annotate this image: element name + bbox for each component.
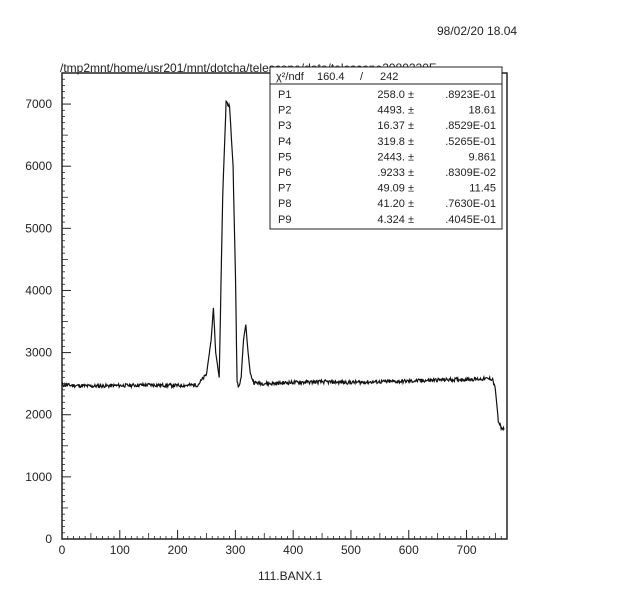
chi2-label: χ²/ndf (276, 71, 305, 83)
param-name: P2 (278, 105, 291, 117)
param-name: P8 (278, 198, 291, 210)
ndf-value: 242 (380, 71, 398, 83)
x-tick-label: 200 (168, 543, 188, 557)
param-rows: P1 258.0 ± .8923E-01 P2 4493. ± 18.61 P3 16.37 … (278, 89, 496, 226)
param-error: .8529E-01 (445, 120, 496, 132)
param-name: P5 (278, 151, 291, 163)
param-value: 41.20 ± (377, 198, 414, 210)
param-error: 18.61 (468, 105, 496, 117)
x-tick-label: 700 (457, 543, 477, 557)
param-value: 4.324 ± (377, 214, 414, 226)
param-error: 9.861 (468, 151, 496, 163)
param-error: .8923E-01 (445, 89, 496, 101)
param-row: P5 2443. ± 9.861 (278, 151, 496, 163)
chi2-separator: / (360, 71, 364, 83)
y-tick-label: 2000 (25, 408, 52, 422)
x-tick-label: 500 (341, 543, 361, 557)
chi2-value: 160.4 (317, 71, 345, 83)
param-error: .4045E-01 (445, 214, 496, 226)
param-name: P7 (278, 183, 291, 195)
x-tick-label: 0 (59, 543, 66, 557)
param-name: P3 (278, 120, 291, 132)
param-error: .5265E-01 (445, 136, 496, 148)
y-tick-labels: 0 1000 2000 3000 4000 5000 6000 7000 (25, 97, 52, 546)
param-name: P4 (278, 136, 291, 148)
param-row: P2 4493. ± 18.61 (278, 105, 496, 117)
param-value: 4493. ± (377, 105, 414, 117)
y-tick-label: 0 (45, 532, 52, 546)
y-tick-label: 5000 (25, 221, 52, 235)
param-value: 16.37 ± (377, 120, 414, 132)
param-value: 319.8 ± (377, 136, 414, 148)
param-row: P9 4.324 ± .4045E-01 (278, 214, 496, 226)
param-row: P8 41.20 ± .7630E-01 (278, 198, 496, 210)
param-value: 2443. ± (377, 151, 414, 163)
y-tick-label: 7000 (25, 97, 52, 111)
param-error: 11.45 (469, 183, 496, 195)
y-tick-label: 6000 (25, 159, 52, 173)
param-value: 49.09 ± (377, 183, 414, 195)
y-tick-label: 1000 (25, 470, 52, 484)
param-row: P4 319.8 ± .5265E-01 (278, 136, 496, 148)
histogram-curve (61, 99, 505, 432)
axis-ticks (61, 78, 502, 540)
stats-box-frame (269, 66, 503, 230)
x-tick-labels: 0 100 200 300 400 500 600 700 (59, 543, 477, 557)
param-row: P3 16.37 ± .8529E-01 (278, 120, 496, 132)
param-value: 258.0 ± (377, 89, 414, 101)
param-name: P9 (278, 214, 291, 226)
y-tick-label: 3000 (25, 346, 52, 360)
param-error: .8309E-02 (445, 167, 496, 179)
param-row: P1 258.0 ± .8923E-01 (278, 89, 496, 101)
x-tick-label: 400 (283, 543, 303, 557)
param-error: .7630E-01 (445, 198, 496, 210)
param-name: P1 (278, 89, 291, 101)
y-tick-label: 4000 (25, 283, 52, 297)
x-tick-label: 100 (110, 543, 130, 557)
x-tick-label: 300 (225, 543, 245, 557)
param-value: .9233 ± (377, 167, 414, 179)
param-row: P7 49.09 ± 11.45 (278, 183, 496, 195)
param-name: P6 (278, 167, 291, 179)
x-axis-label: 111.BANX.1 (258, 569, 323, 583)
timestamp: 98/02/20 18.04 (437, 24, 517, 38)
fit-stats-box: χ²/ndf 160.4 / 242 P1 258.0 ± .8923E-01 P2 4… (269, 66, 503, 230)
x-tick-label: 600 (399, 543, 419, 557)
param-row: P6 .9233 ± .8309E-02 (278, 167, 496, 179)
